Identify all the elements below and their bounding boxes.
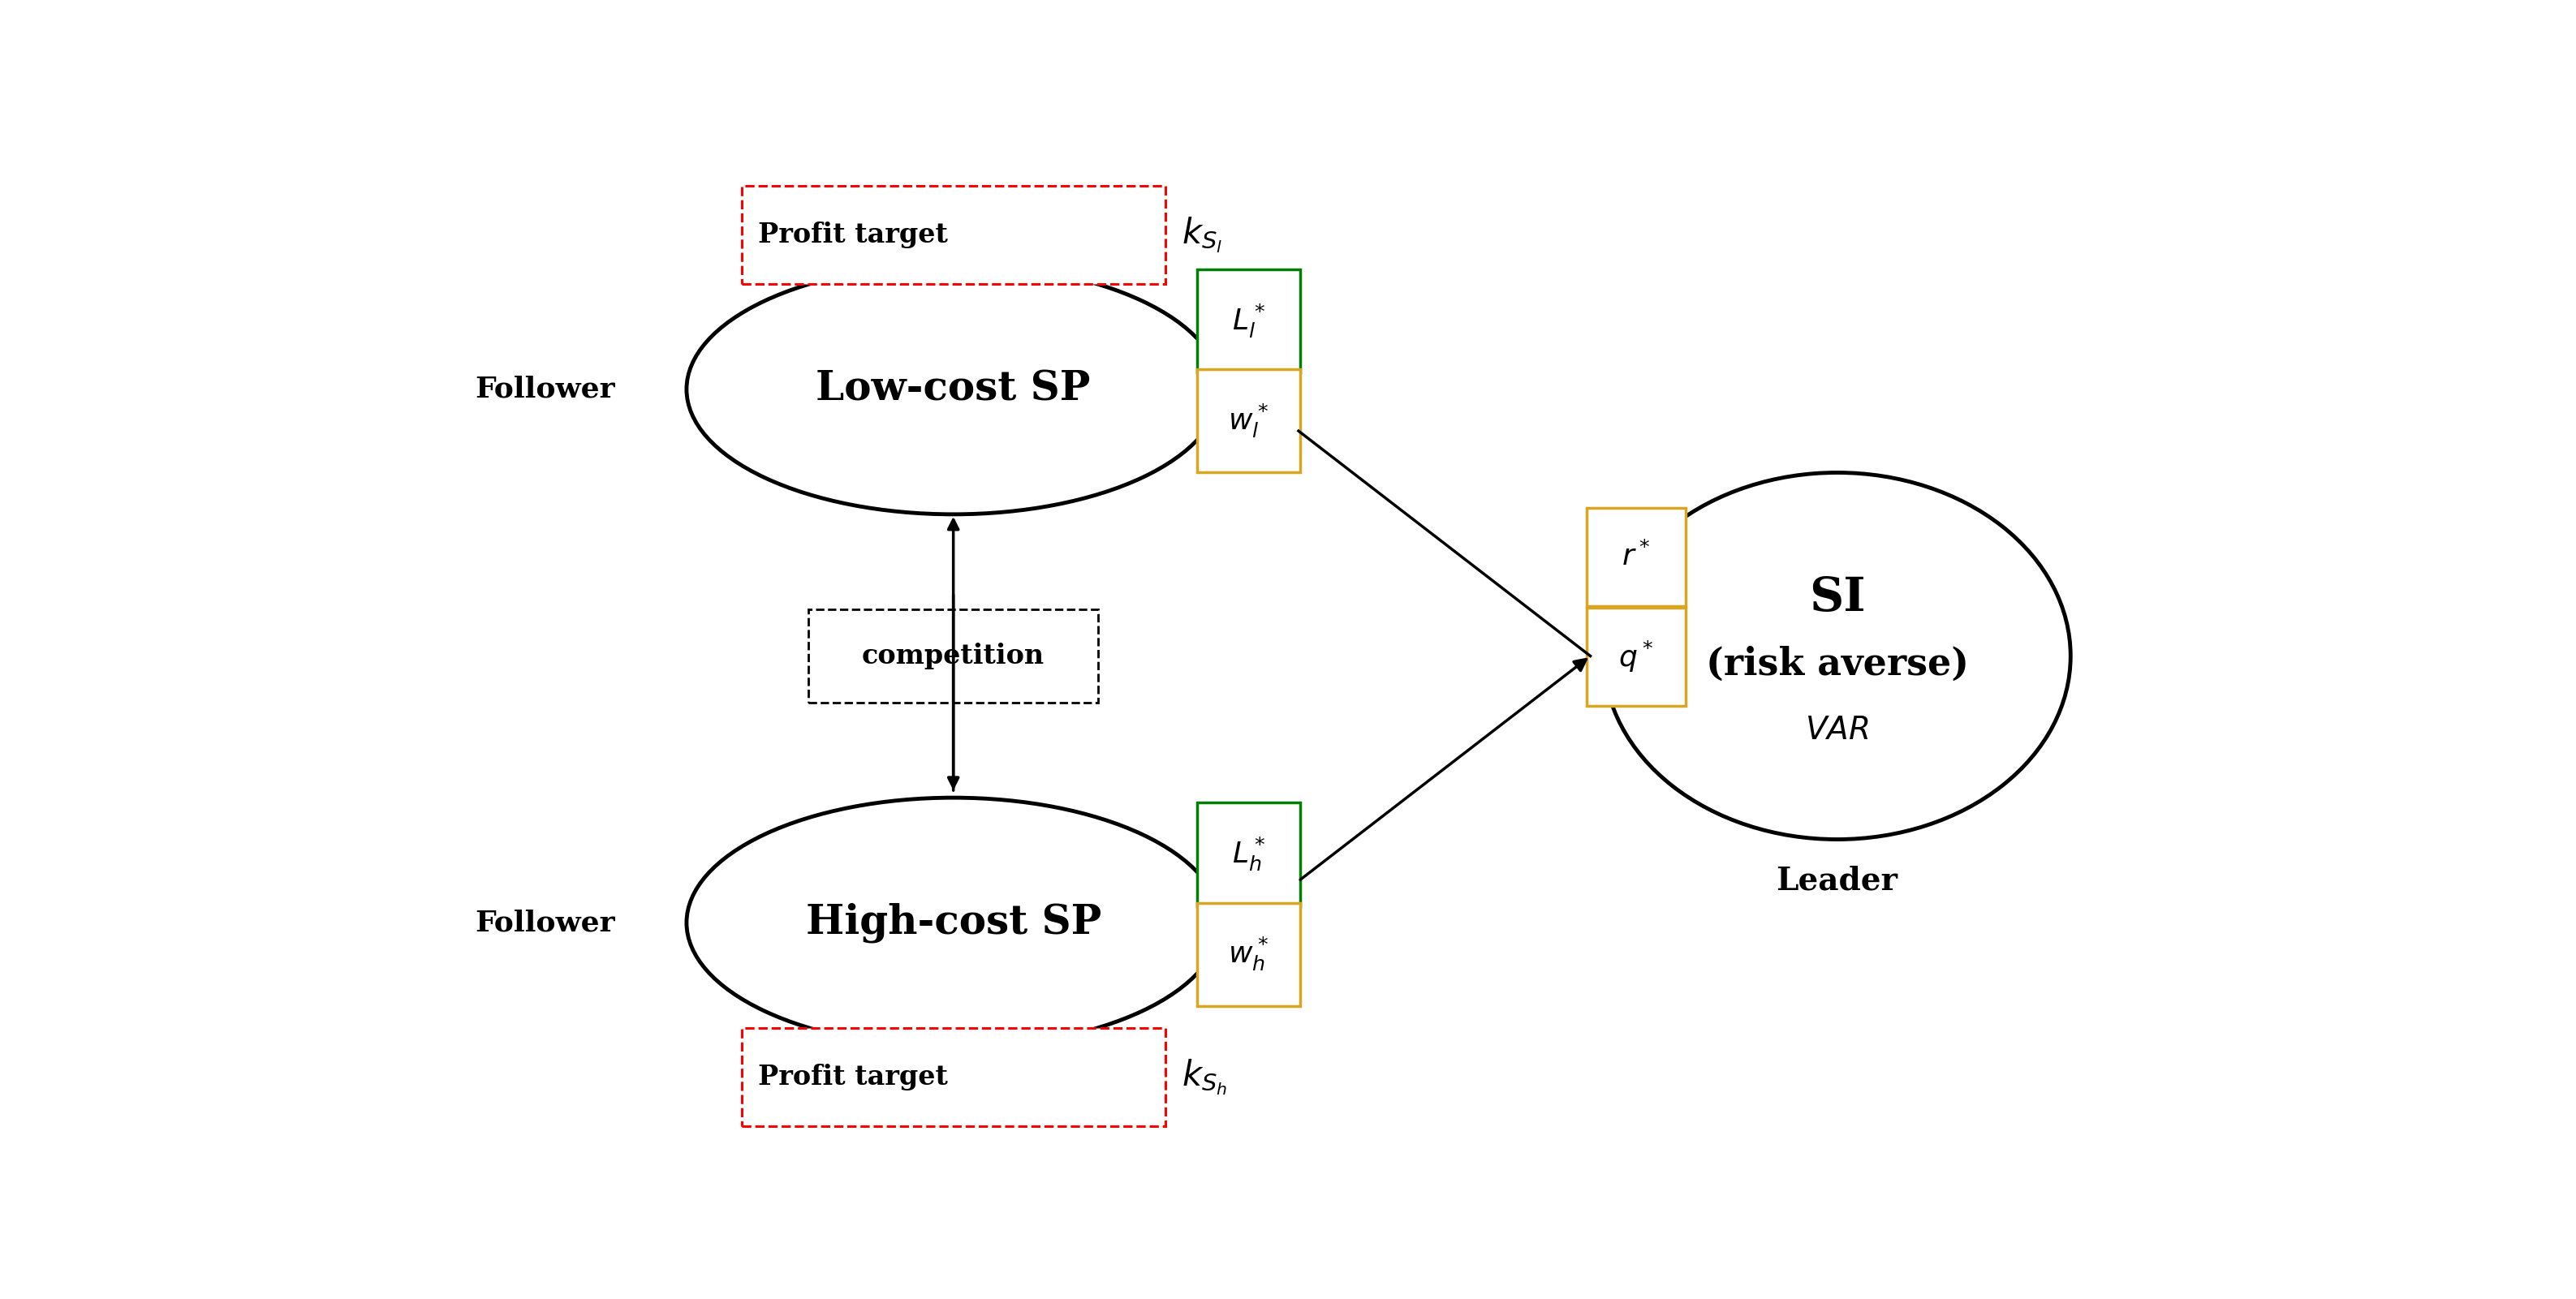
FancyBboxPatch shape <box>1198 269 1301 373</box>
Text: $L_h^*$: $L_h^*$ <box>1231 835 1265 873</box>
Text: SI: SI <box>1808 575 1865 621</box>
Text: $q^*$: $q^*$ <box>1618 639 1654 674</box>
Text: High-cost SP: High-cost SP <box>806 903 1100 943</box>
FancyBboxPatch shape <box>1587 608 1685 707</box>
FancyBboxPatch shape <box>1198 903 1301 1005</box>
Text: $r^*$: $r^*$ <box>1623 542 1651 572</box>
FancyBboxPatch shape <box>1198 369 1301 473</box>
FancyBboxPatch shape <box>1198 803 1301 907</box>
Text: Profit target: Profit target <box>757 222 948 248</box>
Text: $w_l^*$: $w_l^*$ <box>1229 403 1270 439</box>
Text: $w_h^*$: $w_h^*$ <box>1229 935 1270 973</box>
Text: competition: competition <box>863 643 1046 669</box>
FancyBboxPatch shape <box>1587 508 1685 607</box>
Text: $k_{S_l}$: $k_{S_l}$ <box>1182 216 1224 255</box>
Text: Profit target: Profit target <box>757 1064 948 1090</box>
Text: $VAR$: $VAR$ <box>1806 716 1870 746</box>
Text: Follower: Follower <box>474 375 616 403</box>
FancyBboxPatch shape <box>742 1028 1164 1126</box>
FancyBboxPatch shape <box>742 186 1164 284</box>
Text: Follower: Follower <box>474 909 616 937</box>
Text: (risk averse): (risk averse) <box>1705 646 1968 683</box>
Text: Low-cost SP: Low-cost SP <box>817 369 1090 409</box>
FancyBboxPatch shape <box>809 609 1097 703</box>
Text: $L_l^*$: $L_l^*$ <box>1231 303 1265 339</box>
Text: $k_{S_h}$: $k_{S_h}$ <box>1182 1057 1226 1096</box>
Text: Leader: Leader <box>1777 865 1899 896</box>
